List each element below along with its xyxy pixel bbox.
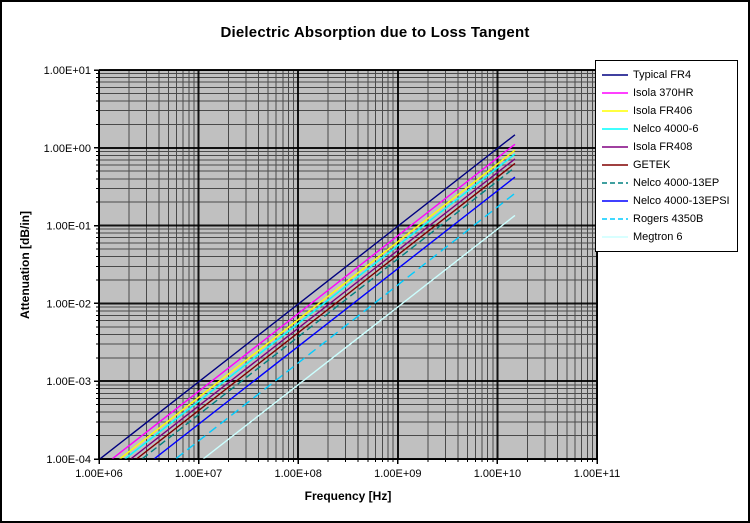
legend-item-getek[interactable]: GETEK	[602, 156, 734, 174]
series-line-typical-fr4[interactable]	[99, 134, 516, 460]
series-line-isola-fr406[interactable]	[99, 149, 516, 475]
y-tick-label: 1.00E-03	[46, 376, 91, 388]
legend-item-label: Isola 370HR	[633, 87, 694, 99]
series-line-nelco-4000-13epsi[interactable]	[99, 176, 516, 502]
series-line-isola-370hr[interactable]	[99, 143, 516, 469]
legend-item-nelco-4000-6[interactable]: Nelco 4000-6	[602, 120, 734, 138]
y-tick-label: 1.00E-04	[46, 454, 91, 466]
legend-item-isola-fr408[interactable]: Isola FR408	[602, 138, 734, 156]
y-tick-label: 1.00E-01	[46, 221, 91, 233]
x-tick-label: 1.00E+07	[175, 468, 222, 480]
legend-box[interactable]: Typical FR4 Isola 370HR Isola FR406 Nelco 4…	[595, 60, 738, 252]
legend-line-swatch	[602, 200, 628, 202]
series-line-nelco-4000-6[interactable]	[99, 153, 516, 479]
legend-item-typical-fr4[interactable]: Typical FR4	[602, 66, 734, 84]
x-tick-label: 1.00E+06	[75, 468, 122, 480]
series-line-megtron-6[interactable]	[99, 214, 516, 523]
legend-item-rogers-4350b[interactable]: Rogers 4350B	[602, 210, 734, 228]
legend-line-swatch	[602, 218, 628, 220]
x-tick-label: 1.00E+09	[374, 468, 421, 480]
legend-item-label: Isola FR408	[633, 141, 693, 153]
legend-item-label: Isola FR406	[633, 105, 693, 117]
series-line-getek[interactable]	[99, 162, 516, 488]
y-axis-title: Attenuation [dB/in]	[18, 211, 32, 319]
series-line-rogers-4350b[interactable]	[99, 192, 516, 519]
legend-item-nelco-4000-13ep[interactable]: Nelco 4000-13EP	[602, 174, 734, 192]
legend-line-swatch	[602, 74, 628, 76]
legend-item-label: Nelco 4000-13EP	[633, 177, 720, 189]
x-axis-title: Frequency [Hz]	[304, 489, 392, 503]
legend-item-label: Megtron 6	[633, 231, 683, 243]
legend-item-isola-370hr[interactable]: Isola 370HR	[602, 84, 734, 102]
series-group	[99, 134, 516, 523]
series-line-isola-fr408[interactable]	[99, 158, 516, 484]
legend-line-swatch	[602, 146, 628, 148]
y-tick-label: 1.00E+00	[44, 143, 91, 155]
legend-item-label: Typical FR4	[633, 69, 692, 81]
legend-line-swatch	[602, 110, 628, 112]
y-tick-label: 1.00E+01	[44, 65, 91, 77]
chart-title: Dielectric Absorption due to Loss Tangen…	[220, 24, 530, 41]
legend-item-label: Nelco 4000-6	[633, 123, 699, 135]
y-tick-label: 1.00E-02	[46, 298, 91, 310]
legend-item-label: Nelco 4000-13EPSI	[633, 195, 730, 207]
legend-item-label: GETEK	[633, 159, 671, 171]
legend-line-swatch	[602, 236, 628, 238]
legend-line-swatch	[602, 128, 628, 130]
legend-line-swatch	[602, 182, 628, 184]
legend-item-nelco-4000-13epsi[interactable]: Nelco 4000-13EPSI	[602, 192, 734, 210]
legend-line-swatch	[602, 92, 628, 94]
legend-line-swatch	[602, 164, 628, 166]
legend-item-isola-fr406[interactable]: Isola FR406	[602, 102, 734, 120]
legend-item-label: Rogers 4350B	[633, 213, 704, 225]
legend-item-megtron-6[interactable]: Megtron 6	[602, 228, 734, 246]
x-tick-label: 1.00E+11	[574, 468, 621, 480]
x-tick-label: 1.00E+10	[474, 468, 521, 480]
x-tick-label: 1.00E+08	[274, 468, 321, 480]
plot-border	[98, 69, 598, 460]
